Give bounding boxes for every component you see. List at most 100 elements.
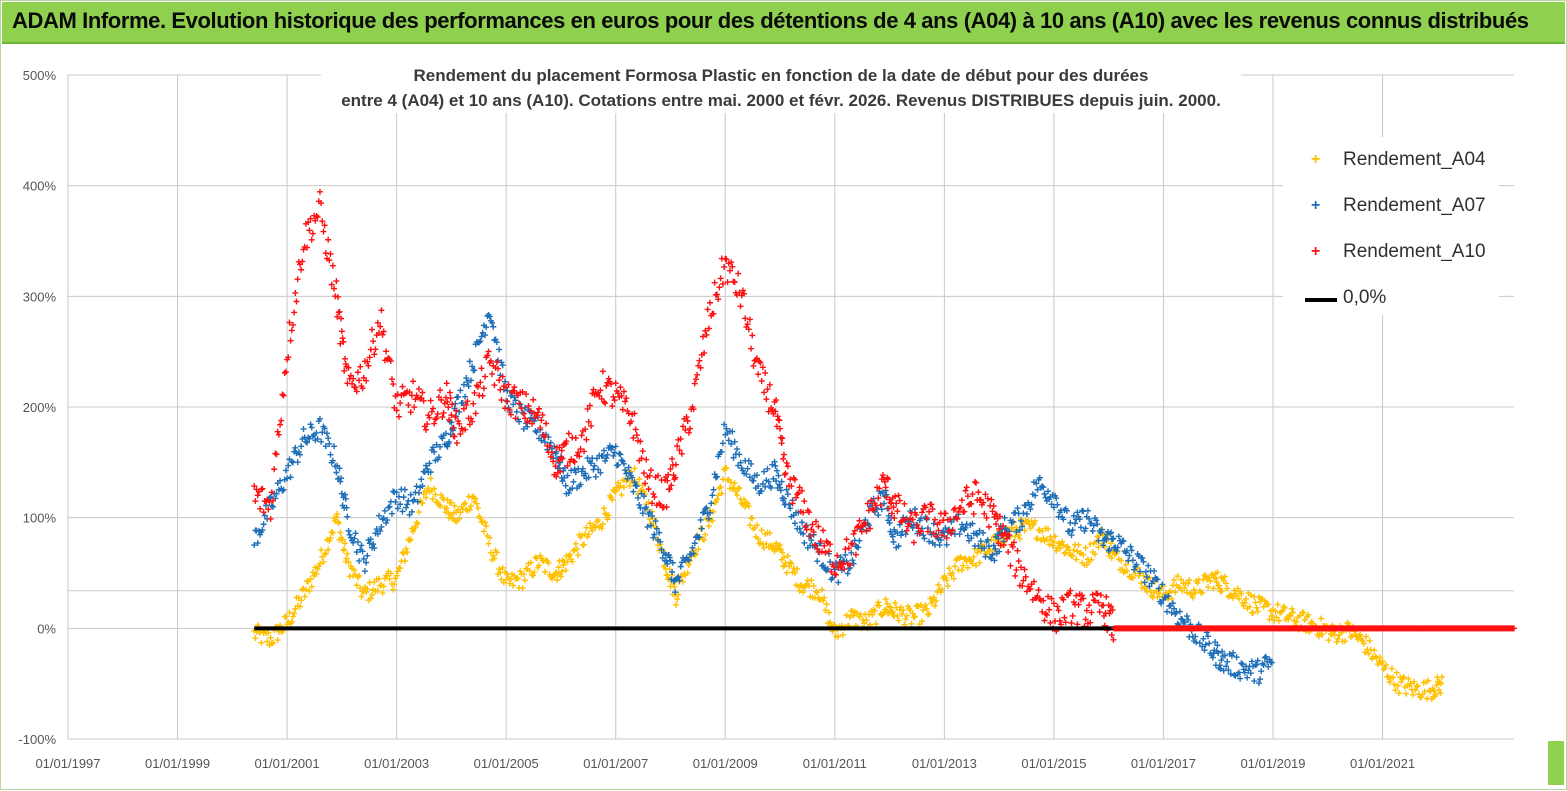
data-point-marker — [963, 521, 970, 528]
data-point-marker — [745, 326, 752, 333]
data-point-marker — [374, 319, 381, 326]
data-point-marker — [1041, 490, 1048, 497]
data-point-marker — [894, 529, 901, 536]
data-point-marker — [520, 571, 527, 578]
data-point-marker — [300, 425, 307, 432]
data-point-marker — [766, 530, 773, 537]
data-point-marker — [1005, 549, 1012, 556]
data-point-marker — [876, 602, 883, 609]
data-point-marker — [811, 541, 818, 548]
data-point-marker — [696, 357, 703, 364]
data-point-marker — [1144, 588, 1151, 595]
data-point-marker — [847, 562, 854, 569]
data-point-marker — [451, 502, 458, 509]
data-point-marker — [1087, 541, 1094, 548]
data-point-marker — [357, 363, 364, 370]
data-point-marker — [960, 562, 967, 569]
data-point-marker — [281, 369, 288, 376]
data-point-marker — [909, 524, 916, 531]
data-point-marker — [521, 415, 528, 422]
data-point-marker — [685, 557, 692, 564]
data-point-marker — [322, 550, 329, 557]
data-point-marker — [407, 536, 414, 543]
data-point-marker — [800, 509, 807, 516]
data-point-marker — [496, 566, 503, 573]
data-point-marker — [889, 609, 896, 616]
data-point-marker — [615, 461, 622, 468]
data-point-marker — [958, 567, 965, 574]
data-point-marker — [1048, 595, 1055, 602]
data-point-marker — [948, 530, 955, 537]
data-point-marker — [510, 387, 517, 394]
data-point-marker — [559, 478, 566, 485]
data-point-marker — [753, 472, 760, 479]
data-point-marker — [759, 364, 766, 371]
data-point-marker — [1061, 614, 1068, 621]
data-point-marker — [341, 355, 348, 362]
data-point-marker — [413, 483, 420, 490]
data-point-marker — [1108, 632, 1115, 639]
data-point-marker — [691, 380, 698, 387]
data-point-marker — [329, 529, 336, 536]
data-point-marker — [595, 466, 602, 473]
data-point-marker — [319, 429, 326, 436]
data-point-marker — [928, 600, 935, 607]
data-point-marker — [778, 478, 785, 485]
data-point-marker — [532, 427, 539, 434]
data-point-marker — [502, 405, 509, 412]
data-point-marker — [612, 488, 619, 495]
data-point-marker — [496, 346, 503, 353]
data-point-marker — [684, 570, 691, 577]
data-point-marker — [885, 505, 892, 512]
data-point-marker — [1287, 612, 1294, 619]
data-point-marker — [730, 484, 737, 491]
data-point-marker — [711, 279, 718, 286]
data-point-marker — [1140, 572, 1147, 579]
data-point-marker — [919, 509, 926, 516]
data-point-marker — [1142, 568, 1149, 575]
data-point-marker — [1007, 562, 1014, 569]
data-point-marker — [1246, 603, 1253, 610]
data-point-marker — [801, 539, 808, 546]
data-point-marker — [800, 589, 807, 596]
data-point-marker — [963, 484, 970, 491]
data-point-marker — [699, 333, 706, 340]
data-point-marker — [485, 540, 492, 547]
data-point-marker — [399, 508, 406, 515]
data-point-marker — [556, 465, 563, 472]
data-point-marker — [361, 568, 368, 575]
data-point-marker — [1090, 522, 1097, 529]
data-point-marker — [790, 565, 797, 572]
data-point-marker — [840, 632, 847, 639]
data-point-marker — [570, 547, 577, 554]
data-point-marker — [869, 611, 876, 618]
data-point-marker — [378, 523, 385, 530]
data-point-marker — [1012, 572, 1019, 579]
data-point-marker — [1231, 587, 1238, 594]
data-point-marker — [933, 533, 940, 540]
data-point-marker — [933, 597, 940, 604]
data-point-marker — [471, 367, 478, 374]
data-point-marker — [615, 390, 622, 397]
data-point-marker — [315, 563, 322, 570]
data-point-marker — [1240, 602, 1247, 609]
data-point-marker — [783, 486, 790, 493]
data-point-marker — [779, 549, 786, 556]
data-point-marker — [1212, 575, 1219, 582]
data-point-marker — [935, 527, 942, 534]
data-point-marker — [1151, 567, 1158, 574]
data-point-marker — [1300, 609, 1307, 616]
legend-plus-icon: + — [1311, 243, 1321, 260]
data-point-marker — [400, 494, 407, 501]
data-point-marker — [1360, 640, 1367, 647]
data-point-marker — [570, 458, 577, 465]
data-point-marker — [637, 504, 644, 511]
data-point-marker — [572, 540, 579, 547]
data-point-marker — [573, 546, 580, 553]
data-point-marker — [835, 579, 842, 586]
x-tick-label: 01/01/2005 — [474, 756, 539, 771]
data-point-marker — [1141, 579, 1148, 586]
data-point-marker — [950, 575, 957, 582]
data-point-marker — [486, 313, 493, 320]
data-point-marker — [710, 310, 717, 317]
